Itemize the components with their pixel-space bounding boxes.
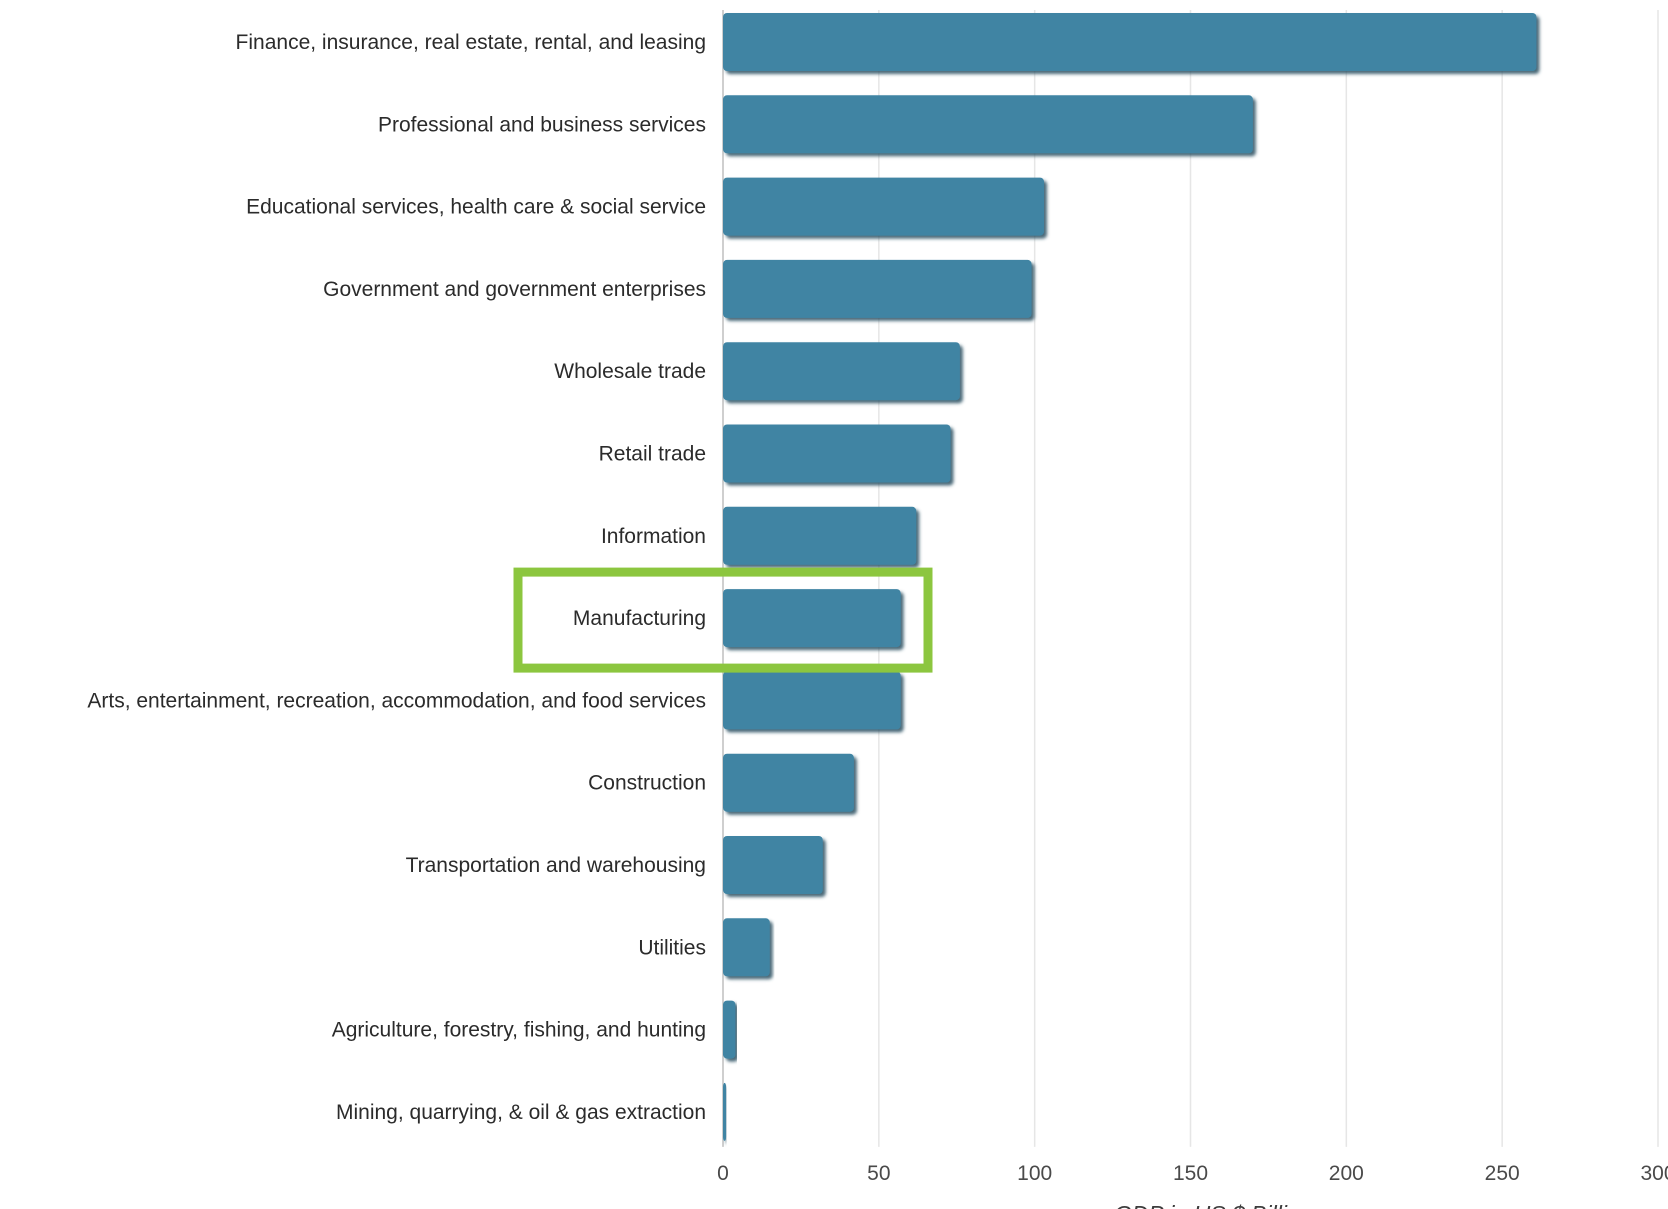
category-label: Wholesale trade: [554, 360, 706, 383]
x-tick-label: 150: [1173, 1162, 1208, 1185]
x-tick-label: 50: [867, 1162, 890, 1185]
highlight-box: [513, 567, 933, 673]
category-label: Agriculture, forestry, fishing, and hunt…: [332, 1019, 706, 1042]
category-label: Information: [601, 525, 706, 548]
category-label: Construction: [588, 772, 706, 795]
x-tick-label: 100: [1017, 1162, 1052, 1185]
x-tick-label: 300: [1640, 1162, 1668, 1185]
category-label: Manufacturing: [573, 607, 706, 630]
bar: [723, 753, 854, 812]
bar: [723, 95, 1253, 154]
bar: [723, 1000, 736, 1059]
category-label: Utilities: [638, 936, 706, 959]
x-tick-label: 250: [1485, 1162, 1520, 1185]
bar: [723, 671, 901, 730]
x-axis-title: GDP in US $ Billions: [1114, 1201, 1325, 1209]
bar: [723, 342, 960, 401]
category-label: Mining, quarrying, & oil & gas extractio…: [336, 1101, 706, 1124]
bars-group: [723, 13, 1537, 1141]
category-label: Finance, insurance, real estate, rental,…: [236, 31, 706, 54]
x-tick-label: 200: [1329, 1162, 1364, 1185]
category-label: Transportation and warehousing: [406, 854, 706, 877]
category-label: Arts, entertainment, recreation, accommo…: [87, 689, 706, 712]
bar: [723, 13, 1537, 71]
category-labels: Finance, insurance, real estate, rental,…: [87, 31, 706, 1124]
bar: [723, 836, 823, 894]
bar: [723, 424, 951, 483]
bar: [723, 589, 901, 648]
category-label: Professional and business services: [378, 113, 706, 136]
category-label: Retail trade: [599, 443, 706, 466]
category-label: Government and government enterprises: [323, 278, 706, 301]
x-tick-labels: 0 50 100 150 200 250 300: [717, 1162, 1668, 1185]
bar: [723, 1082, 727, 1141]
bar: [723, 259, 1032, 318]
bar: [723, 506, 917, 565]
bar: [723, 918, 770, 977]
x-tick-label: 0: [717, 1162, 729, 1185]
bar: [723, 177, 1045, 236]
category-label: Educational services, health care & soci…: [246, 196, 706, 219]
